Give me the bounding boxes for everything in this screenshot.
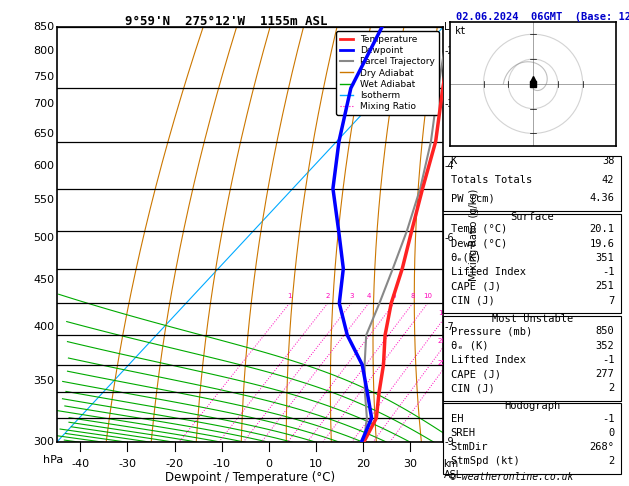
Text: 7: 7: [608, 295, 615, 306]
Text: CAPE (J): CAPE (J): [450, 281, 501, 292]
Text: Dewp (°C): Dewp (°C): [450, 239, 507, 249]
Text: 1: 1: [287, 293, 292, 299]
Text: 350: 350: [34, 376, 55, 386]
Text: 30: 30: [403, 459, 418, 469]
Text: PW (cm): PW (cm): [450, 193, 494, 203]
Text: 750: 750: [33, 71, 55, 82]
Text: Most Unstable: Most Unstable: [492, 314, 573, 324]
Text: 300: 300: [34, 437, 55, 447]
Text: Temp (°C): Temp (°C): [450, 225, 507, 235]
Text: -1: -1: [602, 414, 615, 424]
Text: -9: -9: [444, 437, 454, 447]
Text: kt: kt: [455, 26, 467, 35]
Legend: Temperature, Dewpoint, Parcel Trajectory, Dry Adiabat, Wet Adiabat, Isotherm, Mi: Temperature, Dewpoint, Parcel Trajectory…: [336, 31, 439, 115]
Text: 2: 2: [608, 383, 615, 393]
Text: 10: 10: [423, 293, 432, 299]
Text: -10: -10: [213, 459, 231, 469]
Text: 2: 2: [608, 456, 615, 466]
Text: EH: EH: [450, 414, 463, 424]
Text: 450: 450: [33, 276, 55, 285]
Text: 850: 850: [596, 327, 615, 336]
Text: -3: -3: [444, 99, 454, 109]
Text: 42: 42: [602, 175, 615, 185]
Text: 700: 700: [33, 99, 55, 109]
Text: hPa: hPa: [43, 455, 63, 465]
Text: 500: 500: [34, 233, 55, 243]
Text: 19.6: 19.6: [589, 239, 615, 249]
Text: 02.06.2024  06GMT  (Base: 12): 02.06.2024 06GMT (Base: 12): [456, 12, 629, 22]
Text: Dewpoint / Temperature (°C): Dewpoint / Temperature (°C): [165, 471, 335, 485]
Text: 8: 8: [411, 293, 415, 299]
Text: CAPE (J): CAPE (J): [450, 369, 501, 379]
Text: 850: 850: [33, 22, 55, 32]
Text: Pressure (mb): Pressure (mb): [450, 327, 532, 336]
Text: -1: -1: [602, 355, 615, 365]
Text: StmSpd (kt): StmSpd (kt): [450, 456, 520, 466]
Text: Surface: Surface: [511, 212, 554, 222]
Text: 650: 650: [34, 129, 55, 139]
Text: Totals Totals: Totals Totals: [450, 175, 532, 185]
Text: Lifted Index: Lifted Index: [450, 355, 526, 365]
Text: θₑ (K): θₑ (K): [450, 341, 488, 351]
Text: K: K: [450, 156, 457, 166]
Text: 800: 800: [33, 46, 55, 56]
Text: 6: 6: [392, 293, 396, 299]
Text: CIN (J): CIN (J): [450, 383, 494, 393]
Text: LCL: LCL: [444, 22, 462, 32]
Text: 352: 352: [596, 341, 615, 351]
Text: 351: 351: [596, 253, 615, 263]
Text: -6: -6: [444, 233, 454, 243]
Text: -4: -4: [444, 161, 454, 171]
Text: 251: 251: [596, 281, 615, 292]
Text: CIN (J): CIN (J): [450, 295, 494, 306]
Text: -20: -20: [165, 459, 184, 469]
Text: 4.36: 4.36: [589, 193, 615, 203]
Text: StmDir: StmDir: [450, 442, 488, 452]
Text: -2: -2: [444, 46, 454, 56]
Text: 9°59'N  275°12'W  1155m ASL: 9°59'N 275°12'W 1155m ASL: [125, 15, 328, 28]
Text: 550: 550: [34, 195, 55, 206]
Text: -30: -30: [118, 459, 136, 469]
Text: © weatheronline.co.uk: © weatheronline.co.uk: [450, 472, 573, 482]
Text: 25: 25: [438, 361, 447, 366]
Text: 3: 3: [349, 293, 353, 299]
Text: Hodograph: Hodograph: [504, 401, 560, 411]
Text: 0: 0: [265, 459, 272, 469]
Text: 4: 4: [367, 293, 371, 299]
Text: km
ASL: km ASL: [443, 459, 462, 481]
Text: 15: 15: [438, 310, 447, 316]
Text: -7: -7: [444, 323, 454, 332]
Text: -40: -40: [71, 459, 89, 469]
Text: 400: 400: [33, 323, 55, 332]
Text: 2: 2: [326, 293, 330, 299]
Text: θₑ(K): θₑ(K): [450, 253, 482, 263]
Text: 38: 38: [602, 156, 615, 166]
Text: 20: 20: [356, 459, 370, 469]
Text: 10: 10: [309, 459, 323, 469]
Text: 20.1: 20.1: [589, 225, 615, 235]
Text: 600: 600: [34, 161, 55, 171]
Text: 0: 0: [608, 428, 615, 438]
Text: 268°: 268°: [589, 442, 615, 452]
Text: Lifted Index: Lifted Index: [450, 267, 526, 277]
Text: 20: 20: [438, 338, 447, 345]
Text: SREH: SREH: [450, 428, 476, 438]
Text: -1: -1: [602, 267, 615, 277]
Text: 277: 277: [596, 369, 615, 379]
Text: Mixing Ratio (g/kg): Mixing Ratio (g/kg): [469, 189, 479, 280]
